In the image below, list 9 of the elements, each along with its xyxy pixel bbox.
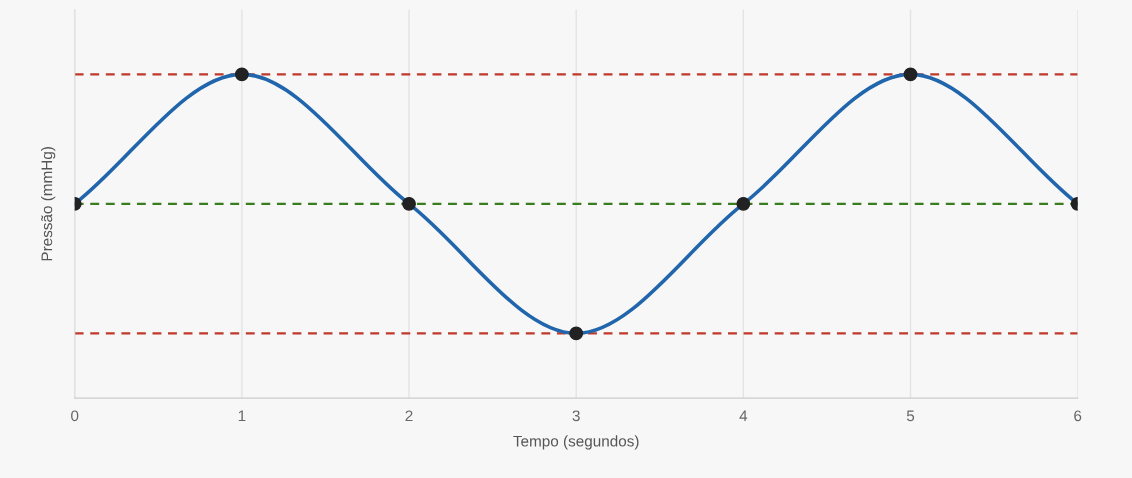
x-tick-label: 6 — [1074, 410, 1082, 422]
x-tick-label: 3 — [572, 410, 580, 422]
x-axis-title: Tempo (segundos) — [513, 435, 639, 450]
x-tick-label: 5 — [906, 410, 915, 422]
x-tick-label: 1 — [238, 410, 246, 422]
y-axis-title: Pressão (mmHg) — [41, 147, 56, 261]
x-tick-label: 2 — [405, 410, 413, 422]
x-tick-label: 0 — [71, 410, 79, 422]
x-tick-label: 4 — [739, 410, 748, 422]
